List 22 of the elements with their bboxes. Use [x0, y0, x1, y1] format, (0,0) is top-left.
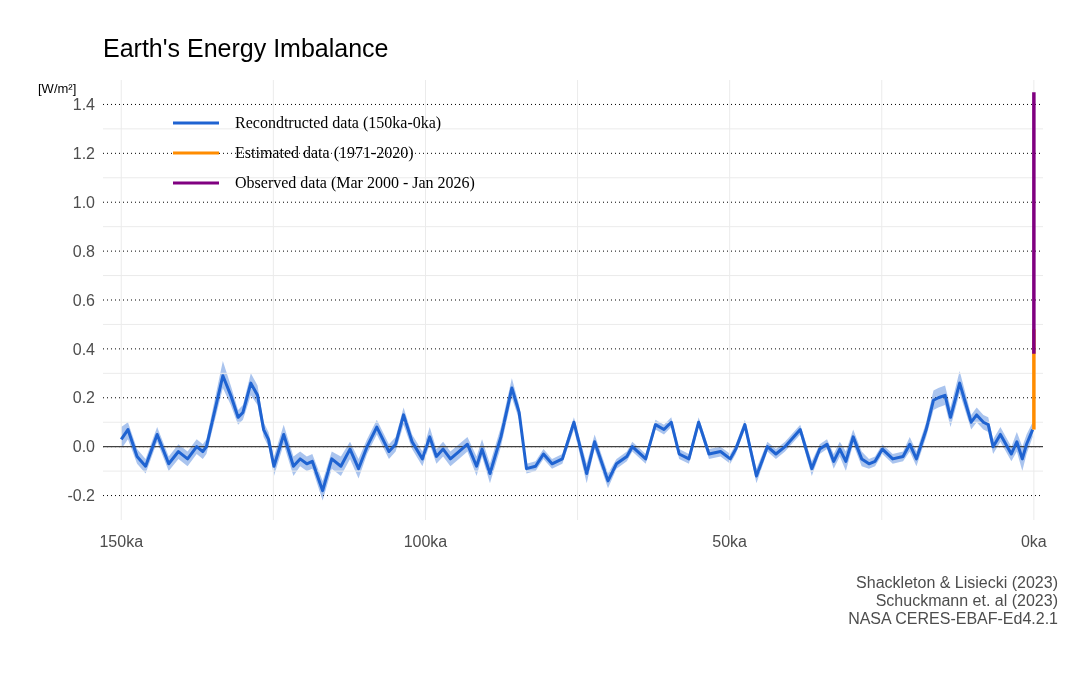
- x-tick-label: 0ka: [1020, 533, 1047, 551]
- legend-label: Estimated data (1971-2020): [235, 144, 414, 162]
- y-axis-title: [W/m²]: [38, 81, 77, 96]
- text: Shackleton & Lisiecki (2023): [855, 574, 1058, 592]
- y-tick-label: 1.4: [72, 96, 96, 114]
- legend-label: Recondtructed data (150ka-0ka): [235, 114, 442, 132]
- y-tick-label: 0.8: [72, 242, 96, 260]
- legend-label: Observed data (Mar 2000 - Jan 2026): [235, 174, 475, 192]
- x-tick-label: 150ka: [99, 533, 144, 551]
- y-tick-label: 0.0: [72, 438, 96, 456]
- x-tick-label: 50ka: [712, 533, 748, 551]
- y-tick-label: -0.2: [67, 487, 96, 505]
- y-tick-label: 1.2: [72, 145, 96, 163]
- text: NASA CERES-EBAF-Ed4.2.1: [848, 610, 1058, 628]
- text: Schuckmann et. al (2023): [874, 592, 1058, 610]
- y-tick-label: 1.0: [72, 193, 96, 211]
- y-tick-label: 0.2: [72, 389, 96, 407]
- y-tick-label: 0.6: [72, 291, 96, 309]
- y-tick-label: 0.4: [72, 340, 96, 358]
- chart-title: Earth's Energy Imbalance: [103, 34, 389, 63]
- x-tick-label: 100ka: [403, 533, 448, 551]
- line-series: [119, 374, 1035, 493]
